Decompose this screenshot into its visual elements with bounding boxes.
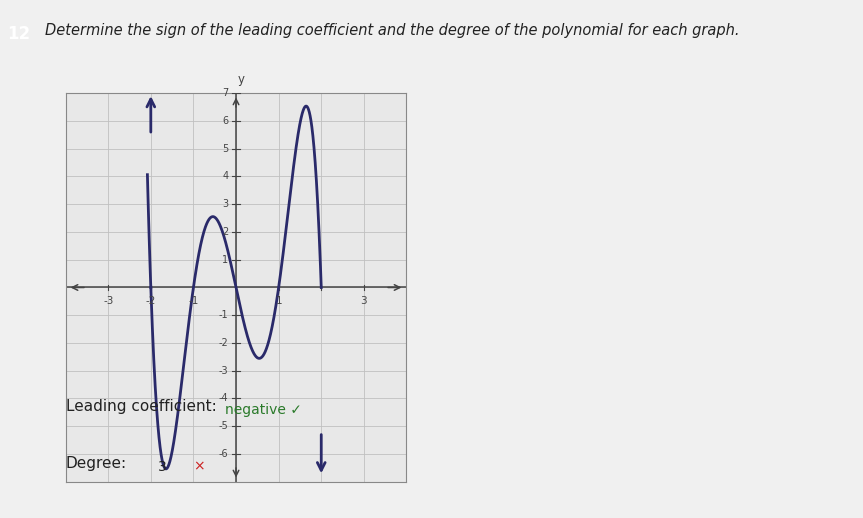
Text: -5: -5 bbox=[218, 421, 229, 431]
Text: 2: 2 bbox=[222, 227, 229, 237]
Text: Degree:: Degree: bbox=[66, 456, 127, 471]
Text: negative ✓: negative ✓ bbox=[225, 402, 302, 417]
Text: 3: 3 bbox=[223, 199, 229, 209]
Text: 1: 1 bbox=[275, 296, 282, 306]
Text: ×: × bbox=[193, 459, 205, 474]
Text: -1: -1 bbox=[188, 296, 198, 306]
Text: -1: -1 bbox=[218, 310, 229, 320]
Text: -2: -2 bbox=[218, 338, 229, 348]
Text: 6: 6 bbox=[223, 116, 229, 126]
Text: 12: 12 bbox=[8, 25, 30, 43]
Text: 1: 1 bbox=[223, 255, 229, 265]
Text: Determine the sign of the leading coefficient and the degree of the polynomial f: Determine the sign of the leading coeffi… bbox=[45, 23, 740, 38]
Text: -2: -2 bbox=[146, 296, 156, 306]
Text: 3: 3 bbox=[361, 296, 367, 306]
Text: -3: -3 bbox=[218, 366, 229, 376]
Text: -6: -6 bbox=[218, 449, 229, 459]
Text: Leading coefficient:: Leading coefficient: bbox=[66, 399, 217, 414]
Text: 4: 4 bbox=[223, 171, 229, 181]
Text: -4: -4 bbox=[218, 394, 229, 404]
Text: -3: -3 bbox=[103, 296, 113, 306]
Text: 7: 7 bbox=[222, 88, 229, 98]
Text: 3: 3 bbox=[159, 459, 167, 474]
Text: 5: 5 bbox=[222, 143, 229, 154]
Text: y: y bbox=[237, 74, 244, 87]
